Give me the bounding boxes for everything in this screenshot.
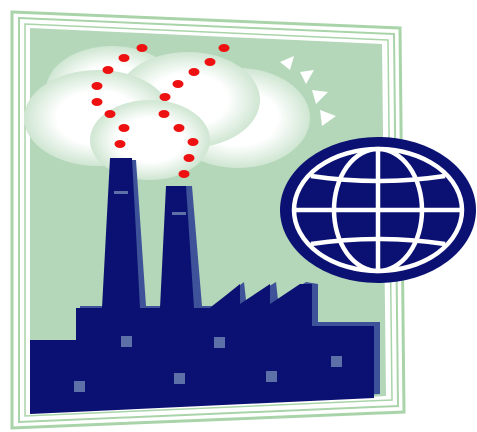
factory-windows — [74, 336, 342, 392]
cloud-icon — [24, 46, 310, 180]
smokestack-band — [172, 212, 186, 215]
factory-icon — [30, 158, 380, 414]
smokestack-band — [114, 191, 128, 194]
smoke-dots — [91, 44, 230, 178]
sun-icon — [280, 56, 336, 126]
globe-icon — [280, 137, 476, 283]
